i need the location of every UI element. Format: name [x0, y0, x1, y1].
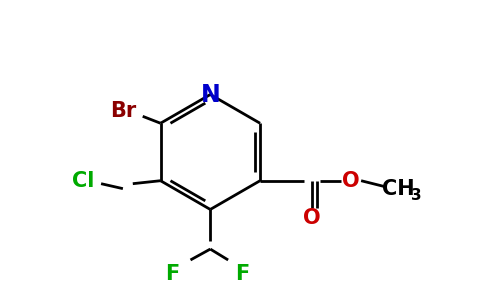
Text: F: F: [166, 264, 180, 284]
Text: O: O: [303, 208, 320, 228]
Text: N: N: [200, 82, 220, 106]
Text: 3: 3: [411, 188, 422, 203]
Text: O: O: [342, 171, 360, 191]
Text: F: F: [235, 264, 249, 284]
Text: Br: Br: [110, 101, 136, 122]
Text: CH: CH: [382, 178, 415, 199]
Text: Cl: Cl: [72, 171, 94, 191]
